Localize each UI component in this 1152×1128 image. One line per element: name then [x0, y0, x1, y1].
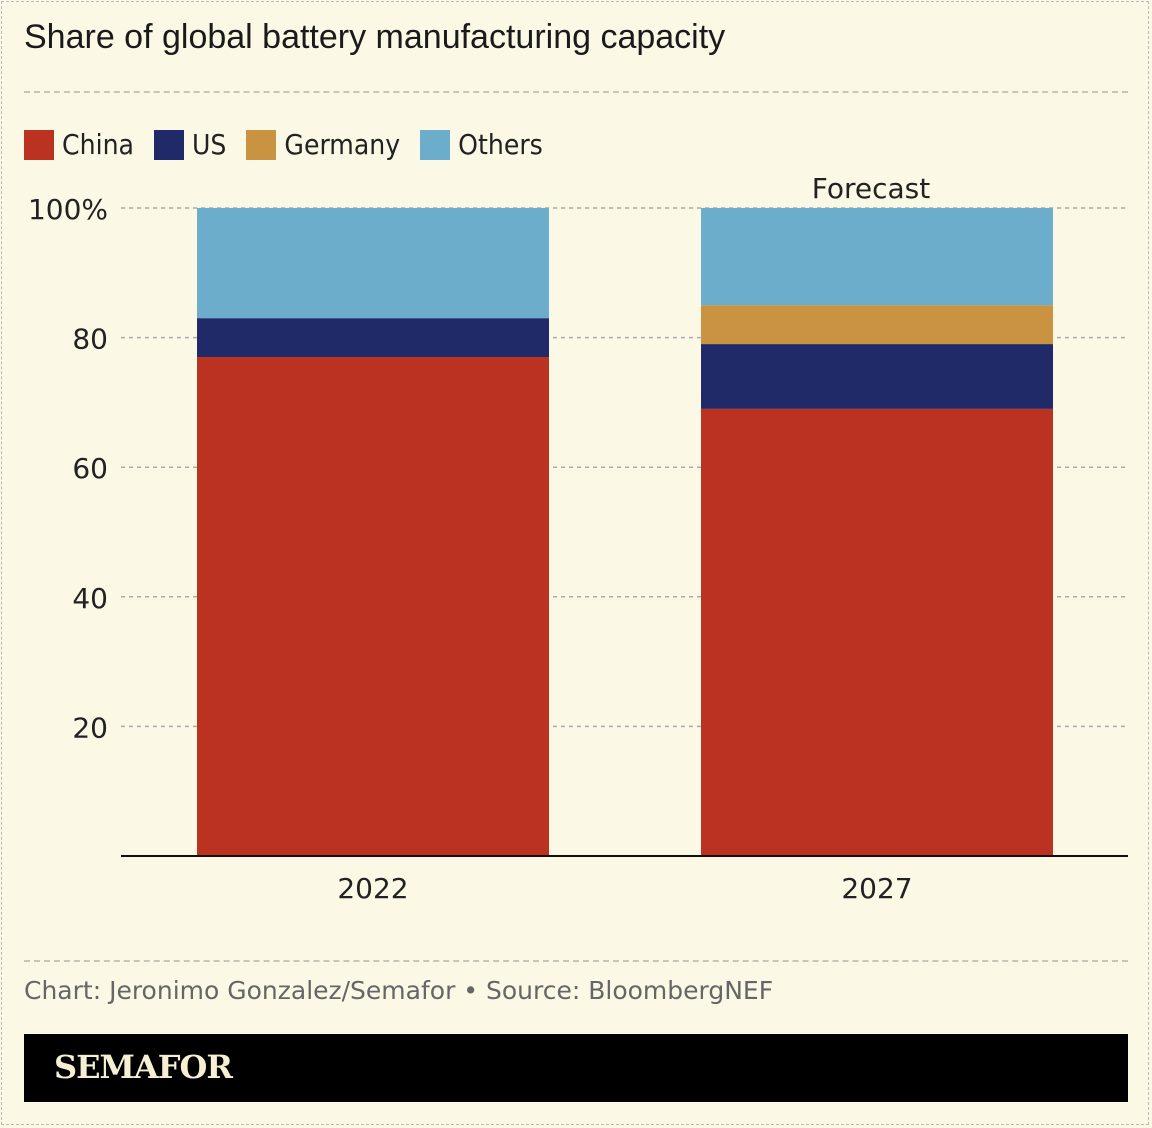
legend-swatch [420, 129, 451, 160]
chart-credit: Chart: Jeronimo Gonzalez/Semafor • Sourc… [24, 976, 774, 1005]
footer-bar: SEMAFOR [24, 1034, 1128, 1102]
chart-title: Share of global battery manufacturing ca… [24, 18, 726, 56]
legend: China US Germany Others [24, 128, 543, 161]
bar-china-2027 [701, 408, 1053, 856]
y-tick-label: 80 [72, 323, 108, 356]
legend-swatch [24, 129, 54, 160]
legend-swatch [246, 129, 277, 160]
semafor-logo: SEMAFOR [54, 1048, 233, 1086]
legend-item-china: China [24, 128, 134, 161]
legend-swatch [153, 129, 184, 160]
legend-item-us: US [153, 128, 227, 161]
legend-item-germany: Germany [246, 128, 400, 161]
bar-china-2022 [197, 357, 549, 856]
bar-germany-2027 [701, 305, 1053, 345]
divider [24, 91, 1128, 93]
divider [24, 960, 1128, 962]
forecast-annotation: Forecast [812, 172, 931, 205]
bar-others-2027 [701, 208, 1053, 306]
bar-us-2022 [197, 318, 549, 358]
y-tick-label: 100% [28, 193, 108, 226]
legend-item-others: Others [420, 128, 543, 161]
legend-label: Germany [284, 128, 401, 161]
x-tick-label: 2022 [337, 872, 408, 905]
y-tick-label: 40 [72, 582, 108, 615]
bar-others-2022 [197, 208, 549, 319]
y-tick-label: 60 [72, 452, 108, 485]
legend-label: China [62, 128, 134, 161]
bar-us-2027 [701, 344, 1053, 409]
x-tick-label: 2027 [841, 872, 912, 905]
y-tick-label: 20 [72, 711, 108, 744]
legend-label: Others [458, 128, 543, 161]
legend-label: US [191, 128, 227, 161]
